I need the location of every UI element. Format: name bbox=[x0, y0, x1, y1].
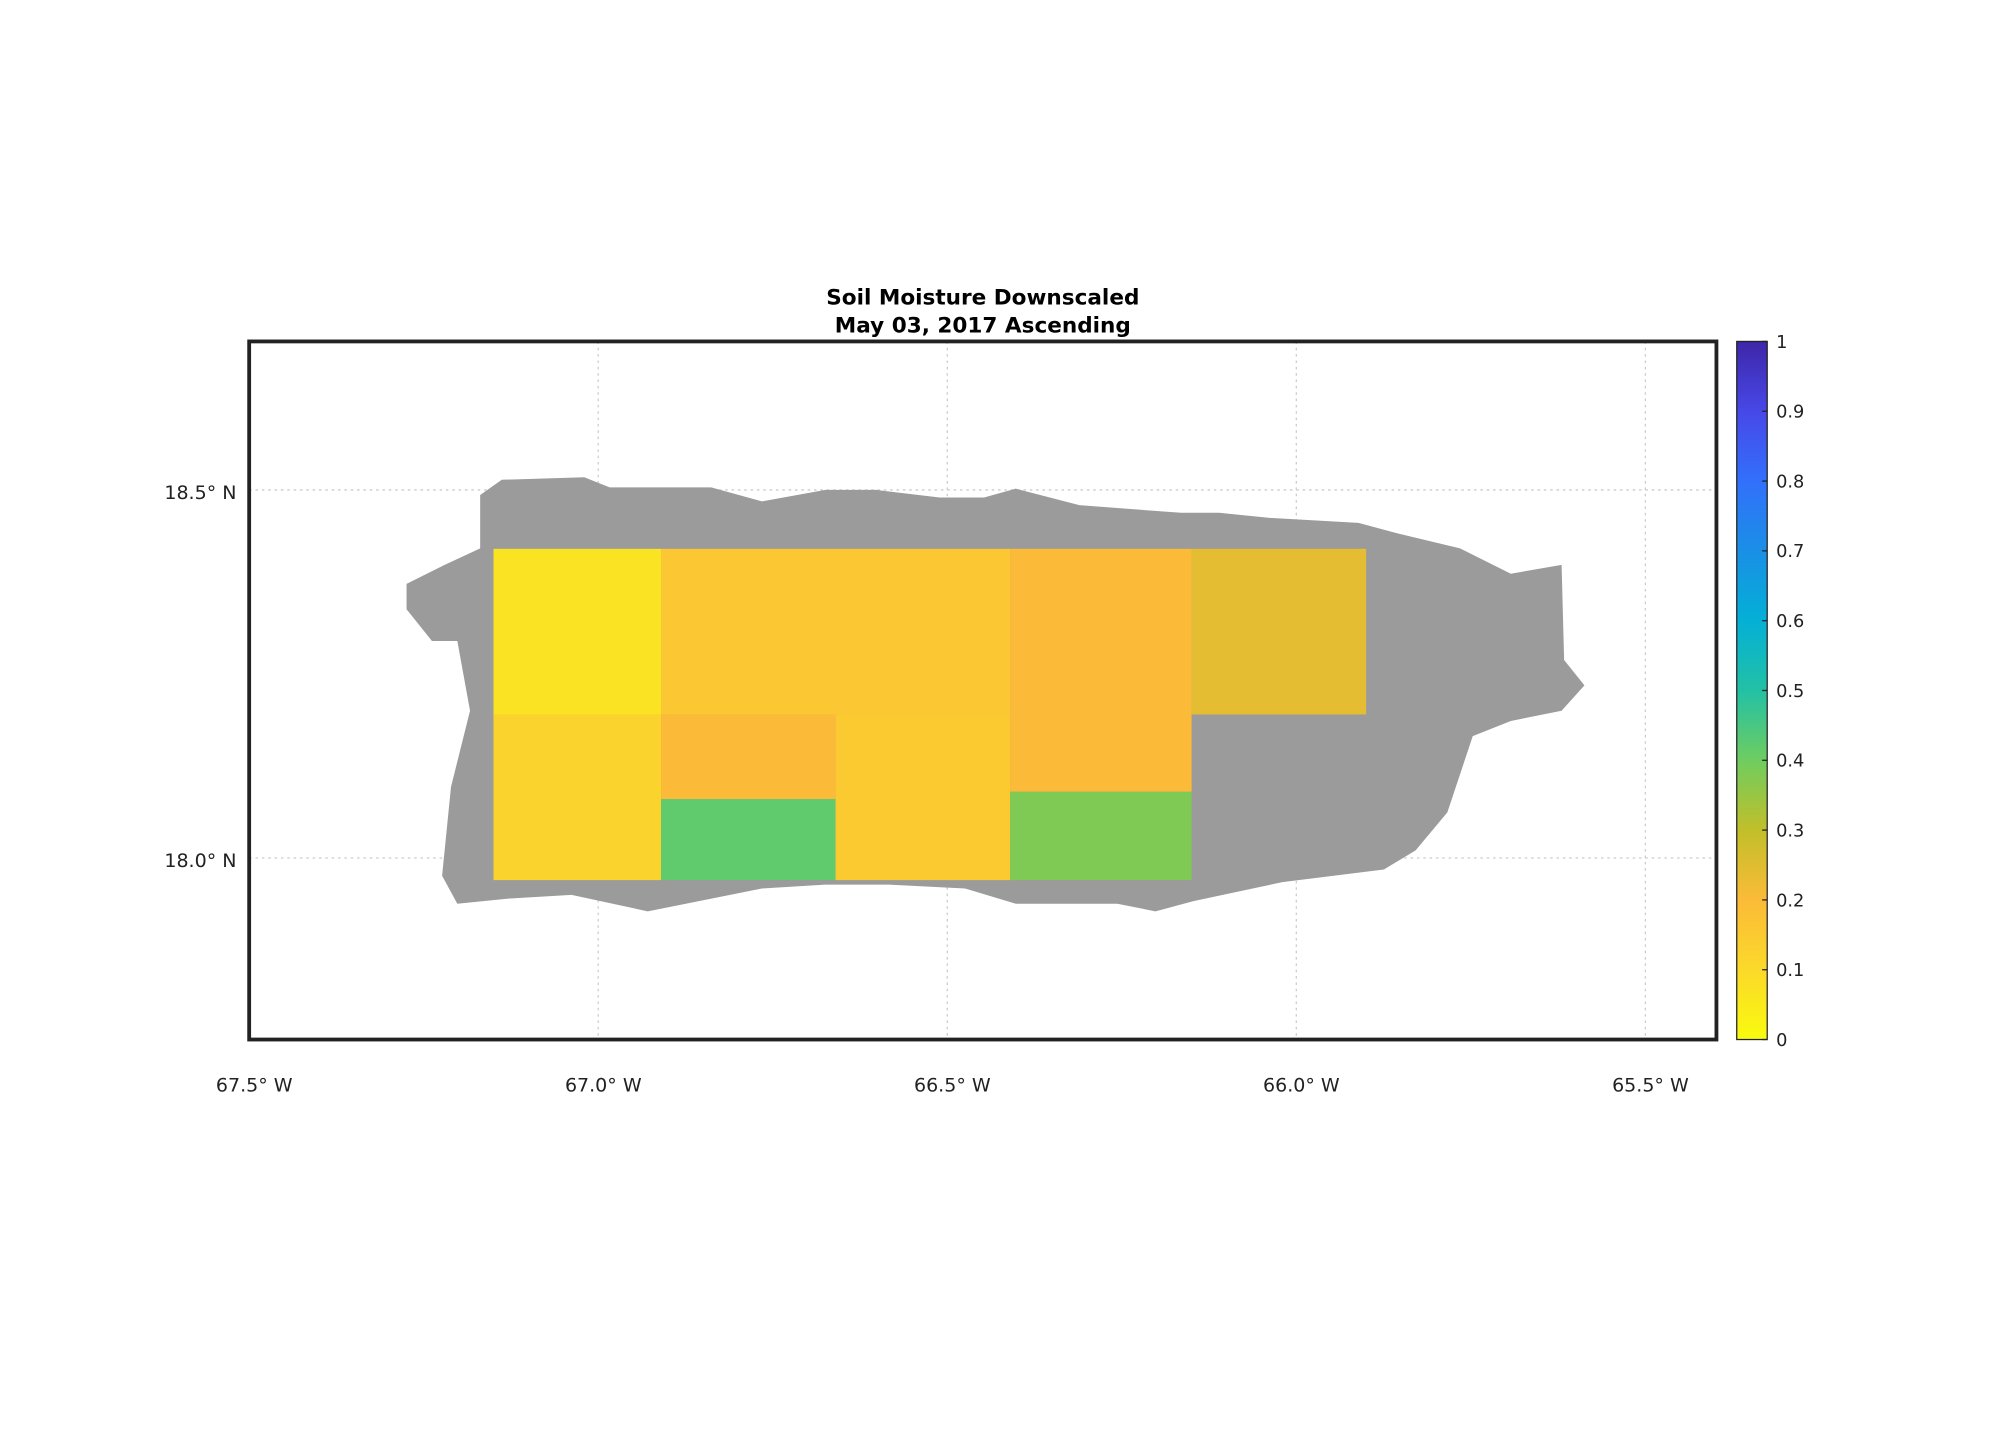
soil-moisture-tile bbox=[661, 799, 836, 881]
soil-moisture-tile bbox=[493, 714, 662, 881]
soil-moisture-tile bbox=[1010, 548, 1192, 715]
soil-moisture-tile bbox=[1191, 548, 1367, 715]
x-tick-label: 65.5° W bbox=[1612, 1075, 1689, 1097]
soil-moisture-tile bbox=[661, 714, 836, 800]
plot-frame bbox=[247, 339, 1719, 1042]
colorbar-tick-label: 0.1 bbox=[1776, 961, 1804, 981]
x-tick-label: 66.0° W bbox=[1263, 1075, 1340, 1097]
x-tick-label: 67.5° W bbox=[216, 1075, 293, 1097]
colorbar-tick-label: 1 bbox=[1776, 333, 1787, 353]
y-axis-ticks: 18.5° N 18.0° N bbox=[164, 482, 236, 872]
colorbar: 0 0.1 0.2 0.3 0.4 0.5 0.6 0.7 0.8 0.9 1 bbox=[1736, 333, 1804, 1051]
colorbar-tick-label: 0.8 bbox=[1776, 472, 1804, 492]
y-tick-label: 18.5° N bbox=[164, 482, 236, 504]
y-tick-label: 18.0° N bbox=[164, 850, 236, 872]
x-tick-label: 66.5° W bbox=[914, 1075, 991, 1097]
map-title: Soil Moisture Downscaled bbox=[826, 286, 1139, 311]
colorbar-tick-label: 0 bbox=[1776, 1031, 1787, 1051]
soil-moisture-tile bbox=[1010, 791, 1192, 881]
soil-moisture-tile bbox=[493, 548, 662, 715]
colorbar-tick-label: 0.6 bbox=[1776, 612, 1804, 632]
colorbar-tick-label: 0.7 bbox=[1776, 542, 1804, 562]
soil-moisture-tile bbox=[835, 714, 1011, 881]
colorbar-ticks: 0 0.1 0.2 0.3 0.4 0.5 0.6 0.7 0.8 0.9 1 bbox=[1762, 333, 1804, 1051]
x-axis-ticks: 67.5° W 67.0° W 66.5° W 66.0° W 65.5° W bbox=[216, 1075, 1689, 1097]
colorbar-tick-label: 0.2 bbox=[1776, 891, 1804, 911]
x-tick-label: 67.0° W bbox=[565, 1075, 642, 1097]
soil-moisture-tile bbox=[1010, 714, 1192, 792]
colorbar-tick-label: 0.5 bbox=[1776, 682, 1804, 702]
soil-moisture-tile bbox=[661, 548, 1011, 715]
map-axes bbox=[247, 339, 1719, 1042]
colorbar-tick-label: 0.4 bbox=[1776, 752, 1804, 772]
map-subtitle: May 03, 2017 Ascending bbox=[835, 314, 1131, 339]
colorbar-tick-label: 0.3 bbox=[1776, 821, 1804, 841]
soil-moisture-tiles bbox=[493, 548, 1367, 881]
colorbar-tick-label: 0.9 bbox=[1776, 403, 1804, 423]
